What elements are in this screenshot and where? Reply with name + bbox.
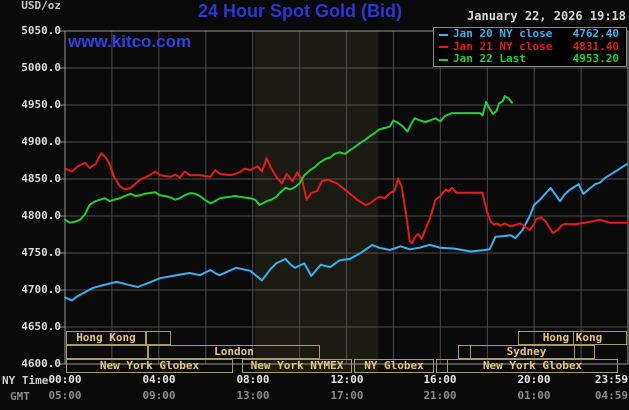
session-label: Hong Kong bbox=[76, 331, 136, 344]
x-axis-tick-ny: 12:00 bbox=[330, 373, 364, 386]
legend-swatch bbox=[439, 46, 448, 48]
session-label: Sydney bbox=[506, 345, 547, 358]
x-axis-tick-ny: 08:00 bbox=[236, 373, 270, 386]
session-bar-divider bbox=[470, 346, 471, 358]
legend-swatch bbox=[439, 58, 448, 61]
plot-border bbox=[64, 30, 629, 365]
y-axis-tick-label: 4700.0 bbox=[21, 283, 61, 296]
session-label: NY Globex bbox=[364, 359, 424, 372]
legend-value: 4762.40 bbox=[572, 27, 619, 41]
legend-label: Jan 21 NY close bbox=[453, 39, 553, 53]
y-axis-tick-label: 5050.0 bbox=[21, 24, 61, 37]
x-axis-tick-ny: 23:59 bbox=[594, 373, 628, 386]
price-line-jan22 bbox=[64, 95, 513, 224]
chart-datetime: January 22, 2026 19:18 bbox=[467, 9, 626, 23]
y-axis-tick-label: 4600.0 bbox=[21, 357, 61, 370]
session-bar-new-york-globex: New York Globex bbox=[66, 359, 233, 373]
session-bar-london: London bbox=[148, 345, 320, 359]
x-axis-tick-ny: 04:00 bbox=[142, 373, 176, 386]
legend-item: Jan 20 NY close 4762.40 bbox=[439, 28, 619, 41]
session-bar-new-york-globex: New York Globex bbox=[447, 359, 618, 373]
legend-item: Jan 21 NY close 4831.40 bbox=[439, 39, 619, 54]
x-axis-tick-gmt: 09:00 bbox=[142, 389, 176, 402]
x-axis-tick-ny: 00:00 bbox=[48, 373, 82, 386]
y-axis-tick-label: 4850.0 bbox=[21, 172, 61, 185]
legend-value: 4953.20 bbox=[572, 52, 619, 66]
session-bar-ny-globex: NY Globex bbox=[354, 359, 434, 373]
x-axis-tick-ny: 16:00 bbox=[423, 373, 457, 386]
x-axis-tick-ny: 20:00 bbox=[517, 373, 551, 386]
legend: Jan 20 NY close 4762.40 Jan 21 NY close 483… bbox=[433, 27, 627, 67]
daylight-highlight-band bbox=[255, 31, 379, 373]
session-bar bbox=[66, 345, 148, 359]
session-label: London bbox=[214, 345, 254, 358]
legend-swatch bbox=[439, 33, 448, 36]
x-axis-caption-ny-time: NY Time bbox=[2, 374, 49, 387]
session-bar-new-york-nymex: New York NYMEX bbox=[242, 359, 352, 373]
x-axis-tick-gmt: 05:00 bbox=[48, 389, 82, 402]
legend-item: Jan 22 Last 4953.20 bbox=[439, 53, 619, 66]
legend-label: Jan 22 Last bbox=[453, 52, 526, 66]
x-axis-tick-gmt: 13:00 bbox=[236, 389, 270, 402]
session-bar-hong-kong: Hong Kong bbox=[518, 331, 627, 345]
legend-label: Jan 20 NY close bbox=[453, 27, 553, 41]
session-bar bbox=[146, 331, 171, 345]
session-label: Hong Kong bbox=[542, 331, 603, 344]
session-bar-hong-kong: Hong Kong bbox=[66, 331, 146, 345]
x-axis-tick-gmt: 21:00 bbox=[423, 389, 457, 402]
session-bar-divider bbox=[574, 346, 575, 358]
y-axis-tick-label: 4750.0 bbox=[21, 246, 61, 259]
y-axis-tick-label: 4650.0 bbox=[21, 320, 61, 333]
session-label: New York Globex bbox=[99, 359, 200, 372]
y-axis-units-label: USD/oz bbox=[21, 0, 61, 12]
legend-value: 4831.40 bbox=[572, 39, 619, 53]
session-bar-divider bbox=[573, 332, 574, 344]
x-axis-tick-gmt: 04:59 bbox=[594, 389, 628, 402]
x-axis-tick-gmt: 01:00 bbox=[517, 389, 551, 402]
y-axis-tick-label: 5000.0 bbox=[21, 61, 61, 74]
y-axis-tick-label: 4800.0 bbox=[21, 209, 61, 222]
price-line-jan21 bbox=[64, 152, 629, 245]
session-bar-sydney: Sydney bbox=[458, 345, 595, 359]
session-label: New York Globex bbox=[482, 359, 583, 372]
kitco-watermark-link[interactable]: www.kitco.com bbox=[68, 32, 192, 51]
x-axis-tick-gmt: 17:00 bbox=[330, 389, 364, 402]
y-axis-tick-label: 4950.0 bbox=[21, 98, 61, 111]
session-label: New York NYMEX bbox=[250, 359, 344, 372]
page-title: 24 Hour Spot Gold (Bid) bbox=[198, 1, 402, 21]
x-axis-caption-gmt: GMT bbox=[10, 390, 30, 403]
y-axis-tick-label: 4900.0 bbox=[21, 135, 61, 148]
price-line-jan20 bbox=[64, 163, 628, 302]
